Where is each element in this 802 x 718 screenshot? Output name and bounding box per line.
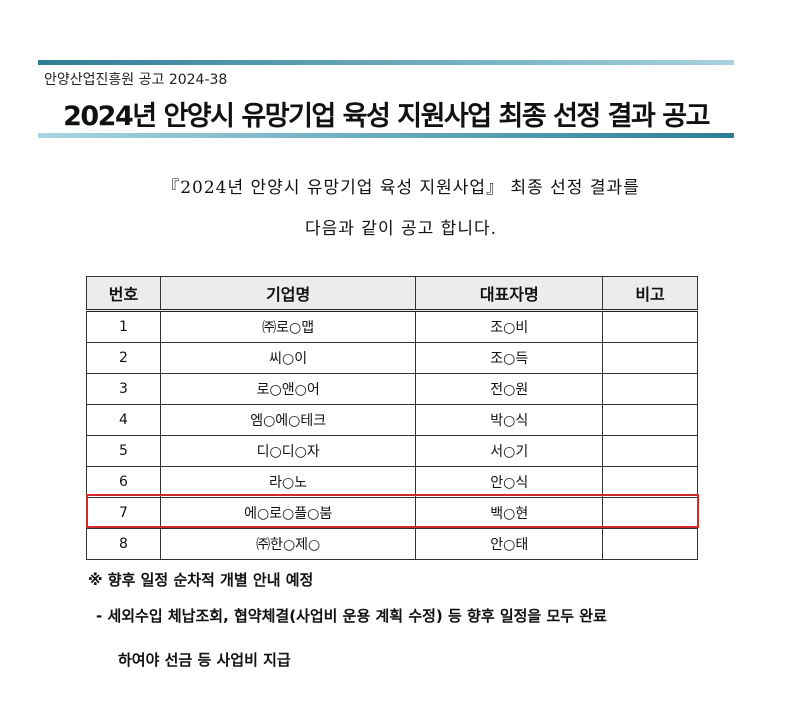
cell-ceo: 안○식 xyxy=(415,466,604,498)
cell-ceo: 조○득 xyxy=(415,342,604,374)
table-row: 4 엠○에○테크 박○식 xyxy=(86,404,698,436)
cell-company: 에○로○플○붐 xyxy=(159,497,417,529)
cell-company: ㈜한○제○ xyxy=(159,528,417,560)
cell-remarks xyxy=(602,310,698,343)
cell-ceo: 서○기 xyxy=(415,435,604,467)
note-payment-line-1: - 세외수입 체납조회, 협약체결(사업비 운용 계획 수정) 등 향후 일정을… xyxy=(96,607,607,625)
cell-ceo: 조○비 xyxy=(415,310,604,343)
cell-number: 7 xyxy=(86,497,161,529)
cell-remarks xyxy=(602,404,698,436)
cell-ceo: 전○원 xyxy=(415,373,604,405)
table-header-row: 번호 기업명 대표자명 비고 xyxy=(86,276,698,312)
cell-number: 8 xyxy=(86,528,161,560)
header-top-bar xyxy=(38,60,734,65)
cell-number: 5 xyxy=(86,435,161,467)
table-row: 7 에○로○플○붐 백○현 xyxy=(86,497,698,529)
cell-number: 1 xyxy=(86,310,161,343)
column-header-ceo: 대표자명 xyxy=(415,276,604,312)
cell-company: 엠○에○테크 xyxy=(159,404,417,436)
table-row: 1 ㈜로○맵 조○비 xyxy=(86,310,698,343)
cell-ceo: 박○식 xyxy=(415,404,604,436)
cell-company: 라○노 xyxy=(159,466,417,498)
page-title: 2024년 안양시 유망기업 육성 지원사업 최종 선정 결과 공고 xyxy=(63,101,710,132)
cell-company: 로○앤○어 xyxy=(159,373,417,405)
notice-number: 안양산업진흥원 공고 2024-38 xyxy=(44,72,228,88)
cell-number: 4 xyxy=(86,404,161,436)
cell-remarks xyxy=(602,497,698,529)
cell-ceo: 백○현 xyxy=(415,497,604,529)
cell-ceo: 안○태 xyxy=(415,528,604,560)
table-row: 2 씨○이 조○득 xyxy=(86,342,698,374)
cell-remarks xyxy=(602,528,698,560)
cell-number: 6 xyxy=(86,466,161,498)
column-header-remarks: 비고 xyxy=(602,276,698,312)
cell-number: 3 xyxy=(86,373,161,405)
column-header-number: 번호 xyxy=(86,276,161,312)
cell-remarks xyxy=(602,435,698,467)
cell-company: ㈜로○맵 xyxy=(159,310,417,343)
table-row: 6 라○노 안○식 xyxy=(86,466,698,498)
column-header-company: 기업명 xyxy=(159,276,417,312)
cell-remarks xyxy=(602,466,698,498)
intro-line-1: 『2024년 안양시 유망기업 육성 지원사업』 최종 선정 결과를 xyxy=(162,178,640,198)
table-row: 8 ㈜한○제○ 안○태 xyxy=(86,528,698,560)
intro-line-2: 다음과 같이 공고 합니다. xyxy=(304,219,497,239)
table-row: 5 디○디○자 서○기 xyxy=(86,435,698,467)
cell-remarks xyxy=(602,373,698,405)
cell-company: 씨○이 xyxy=(159,342,417,374)
cell-number: 2 xyxy=(86,342,161,374)
cell-company: 디○디○자 xyxy=(159,435,417,467)
note-payment-line-2: 하여야 선금 등 사업비 지급 xyxy=(118,651,291,669)
note-schedule: ※ 향후 일정 순차적 개별 안내 예정 xyxy=(88,571,314,589)
header-bottom-bar xyxy=(38,133,734,138)
table-row: 3 로○앤○어 전○원 xyxy=(86,373,698,405)
cell-remarks xyxy=(602,342,698,374)
selection-results-table: 번호 기업명 대표자명 비고 1 ㈜로○맵 조○비 2 씨○이 조○득 3 로○앤○어 전○원 4… xyxy=(86,276,698,560)
